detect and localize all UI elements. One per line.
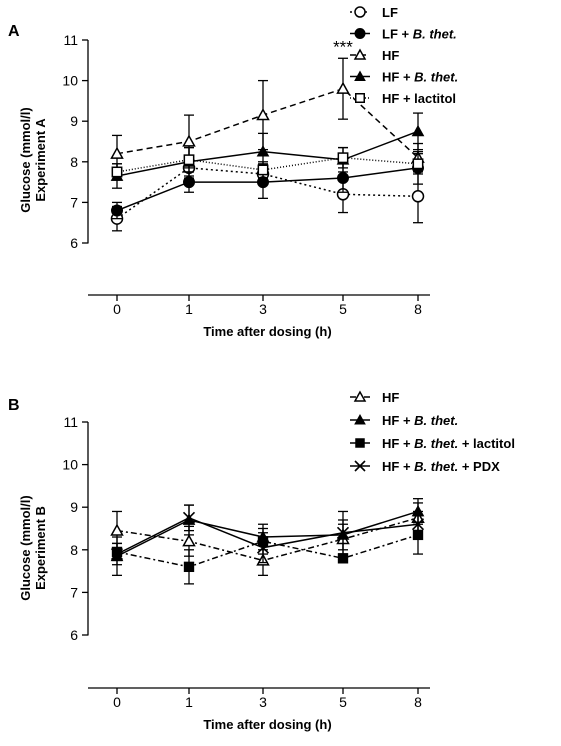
x-tick-label: 3 bbox=[259, 694, 267, 710]
data-point bbox=[337, 172, 349, 185]
data-point bbox=[110, 146, 124, 159]
data-point bbox=[110, 547, 124, 561]
data-point bbox=[111, 204, 123, 217]
chart-panel-b: B 6 7 8 9 10 11 0 1 3 5 8 Time after dosing (h) Gluco… bbox=[8, 390, 515, 732]
y-axis-subtitle: Experiment A bbox=[33, 118, 48, 202]
legend-marker bbox=[355, 438, 365, 448]
y-axis-subtitle: Experiment B bbox=[33, 506, 48, 590]
x-tick-label: 1 bbox=[185, 301, 193, 317]
legend-label: HF bbox=[382, 390, 399, 405]
data-point bbox=[336, 526, 350, 539]
series-line bbox=[116, 517, 419, 555]
data-point bbox=[182, 511, 196, 524]
legend-marker bbox=[355, 93, 365, 103]
y-tick-label: 11 bbox=[63, 32, 78, 48]
x-tick-label: 0 bbox=[113, 301, 121, 317]
data-point bbox=[256, 145, 270, 157]
y-axis-title: Glucose (mmol/l) bbox=[18, 495, 33, 600]
legend-entry: HF + lactitol bbox=[350, 91, 456, 106]
data-point bbox=[411, 518, 425, 531]
data-point bbox=[256, 541, 270, 554]
legend-marker bbox=[354, 70, 366, 81]
y-tick-label: 10 bbox=[62, 457, 78, 473]
data-point bbox=[336, 81, 350, 94]
y-tick-label: 7 bbox=[70, 584, 78, 600]
data-point bbox=[337, 152, 349, 164]
series-4 bbox=[111, 146, 424, 181]
legend-marker bbox=[353, 390, 367, 402]
significance-marker: *** bbox=[333, 37, 353, 56]
data-point bbox=[337, 553, 349, 564]
x-tick-label: 1 bbox=[185, 694, 193, 710]
legend-label: HF + B. thet. bbox=[382, 413, 458, 428]
legend-marker bbox=[354, 6, 366, 18]
legend-label: HF + lactitol bbox=[382, 91, 456, 106]
legend-marker bbox=[353, 48, 367, 60]
series-3 bbox=[110, 504, 425, 566]
y-tick-label: 9 bbox=[70, 499, 78, 515]
data-point bbox=[182, 134, 196, 147]
data-point bbox=[111, 166, 123, 178]
legend-entry: HF + B. thet. + lactitol bbox=[350, 436, 515, 451]
data-point bbox=[183, 176, 195, 189]
y-tick-label: 8 bbox=[70, 154, 78, 170]
y-tick-label: 9 bbox=[70, 113, 78, 129]
data-point bbox=[411, 124, 425, 137]
legend-entry: LF + B. thet. bbox=[350, 27, 457, 42]
legend-entry: HF bbox=[350, 390, 399, 405]
legend-label: HF + B. thet. bbox=[382, 70, 458, 85]
legend-marker bbox=[354, 28, 366, 39]
legend-entry: LF bbox=[350, 5, 398, 20]
chart-panel-a: A 6 7 8 9 10 11 0 1 3 5 8 Time after dosing (h) Gluco… bbox=[8, 5, 458, 339]
legend-label: LF + B. thet. bbox=[382, 27, 457, 42]
legend-label: HF bbox=[382, 48, 399, 63]
y-axis-title: Glucose (mmol/l) bbox=[18, 107, 33, 212]
y-tick-label: 6 bbox=[70, 627, 78, 643]
x-tick-label: 0 bbox=[113, 694, 121, 710]
legend-label: LF bbox=[382, 5, 398, 20]
legend-entry: HF + B. thet. bbox=[350, 70, 458, 85]
legend-marker bbox=[354, 413, 366, 425]
x-tick-label: 8 bbox=[414, 301, 422, 317]
series-line bbox=[116, 87, 419, 159]
x-tick-label: 5 bbox=[339, 301, 347, 317]
x-axis-title: Time after dosing (h) bbox=[203, 717, 331, 732]
y-tick-label: 11 bbox=[63, 414, 78, 430]
legend-marker bbox=[354, 460, 366, 472]
x-axis-title: Time after dosing (h) bbox=[203, 324, 331, 339]
data-point bbox=[183, 154, 195, 166]
legend-entry: HF + B. thet. + PDX bbox=[350, 459, 500, 474]
y-tick-label: 6 bbox=[70, 235, 78, 251]
y-tick-label: 10 bbox=[62, 73, 78, 89]
legend-label: HF + B. thet. + lactitol bbox=[382, 436, 515, 451]
panel-label: A bbox=[8, 23, 20, 40]
x-tick-label: 8 bbox=[414, 694, 422, 710]
legend-entry: HF bbox=[350, 48, 399, 63]
panel-label: B bbox=[8, 397, 20, 414]
legend-label: HF + B. thet. + PDX bbox=[382, 459, 500, 474]
x-tick-label: 3 bbox=[259, 301, 267, 317]
legend-entry: HF + B. thet. bbox=[350, 413, 458, 428]
data-point bbox=[256, 108, 270, 121]
x-tick-label: 5 bbox=[339, 694, 347, 710]
y-tick-label: 7 bbox=[70, 194, 78, 210]
data-point bbox=[182, 534, 196, 547]
data-point bbox=[110, 523, 124, 536]
data-point bbox=[412, 158, 424, 170]
data-point bbox=[411, 190, 425, 203]
y-tick-label: 8 bbox=[70, 542, 78, 558]
data-point bbox=[183, 561, 195, 573]
data-point bbox=[257, 164, 269, 176]
